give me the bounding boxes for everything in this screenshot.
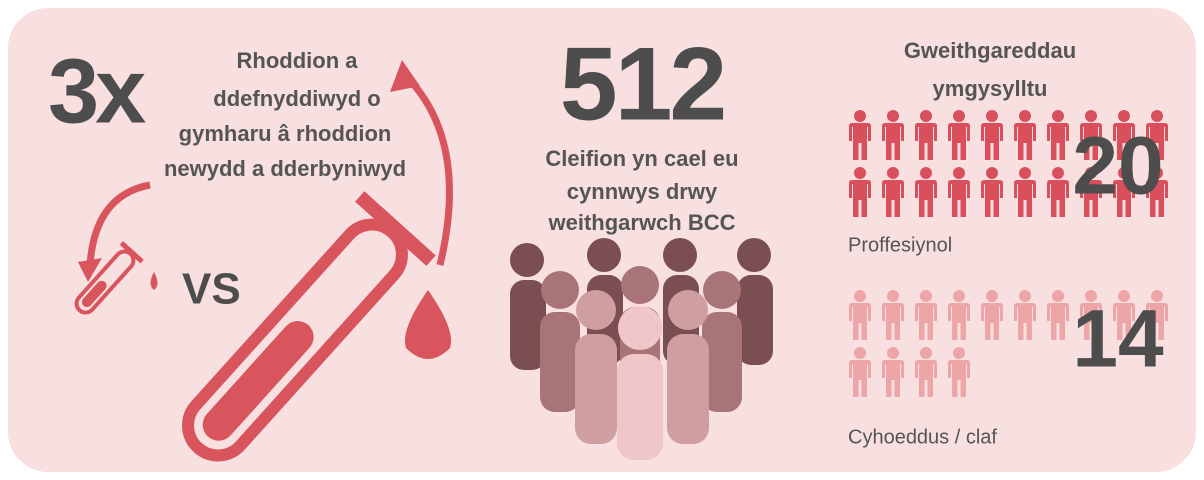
group-label: Cyhoeddus / claf: [848, 426, 997, 448]
middle-text: cynnwys drwy: [567, 179, 718, 204]
left-text: newydd a dderbyniwyd: [164, 156, 406, 181]
patients-number: 512: [560, 26, 725, 142]
left-text: ddefnyddiwyd o: [213, 86, 380, 111]
middle-text: weithgarwch BCC: [547, 210, 735, 235]
multiplier: 3x: [48, 40, 146, 142]
middle-text: Cleifion yn cael eu: [545, 146, 738, 171]
left-text: gymharu â rhoddion: [179, 121, 392, 146]
group-count: 20: [1072, 121, 1163, 212]
group-count: 14: [1072, 294, 1164, 385]
right-title: Gweithgareddau: [904, 38, 1076, 63]
page: 3x Rhoddion a ddefnyddiwyd o gymharu â r…: [0, 0, 1204, 480]
vs: VS: [182, 265, 241, 314]
infographic: 3x Rhoddion a ddefnyddiwyd o gymharu â r…: [0, 0, 1204, 480]
right-title: ymgysylltu: [933, 76, 1048, 101]
group-label: Proffesiynol: [848, 234, 952, 256]
left-text: Rhoddion a: [237, 48, 359, 73]
